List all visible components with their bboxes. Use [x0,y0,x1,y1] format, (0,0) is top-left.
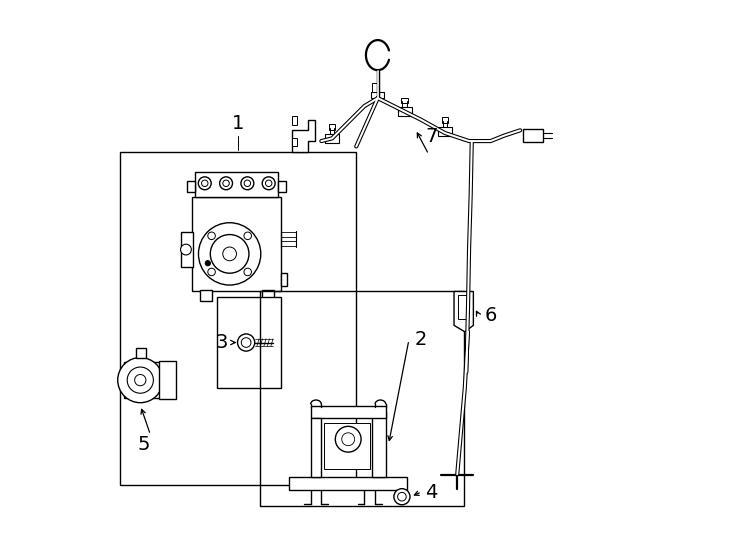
Bar [310,418,321,477]
Bar [136,348,145,357]
Bar [442,117,448,123]
Text: 2: 2 [415,330,427,349]
Bar [159,361,175,399]
Bar [398,107,412,116]
Text: 4: 4 [425,483,437,502]
Bar [187,181,195,192]
Circle shape [244,232,252,240]
Circle shape [205,260,211,266]
Circle shape [134,374,146,386]
Bar [372,413,386,477]
Bar [401,98,408,103]
Bar [278,181,286,192]
Circle shape [211,234,249,273]
Polygon shape [454,292,473,332]
Circle shape [223,180,229,186]
Circle shape [335,427,361,452]
Text: 7: 7 [425,127,437,146]
Circle shape [208,232,215,240]
Bar [289,477,407,490]
Bar [292,116,297,125]
Bar [292,138,297,146]
Circle shape [223,247,236,261]
Bar [262,291,274,301]
Circle shape [238,334,255,351]
Circle shape [342,433,355,446]
Bar [324,423,370,469]
Polygon shape [292,119,315,152]
Circle shape [266,180,272,186]
Bar [310,406,386,418]
Circle shape [181,244,192,255]
Bar [329,124,335,130]
Bar [195,172,278,198]
Bar [325,134,339,143]
Text: 5: 5 [138,435,150,454]
Bar [523,129,543,142]
Circle shape [241,338,251,347]
Bar [372,83,378,92]
Text: 6: 6 [484,306,497,325]
Bar [438,127,452,136]
Circle shape [262,177,275,190]
Bar [181,232,194,267]
Circle shape [208,268,215,276]
Circle shape [398,492,406,501]
Text: 3: 3 [216,333,228,352]
Bar [192,198,281,292]
Circle shape [244,180,250,186]
Bar [281,273,288,286]
Circle shape [198,177,211,190]
Bar [200,291,212,301]
Circle shape [219,177,233,190]
Circle shape [117,357,163,403]
Circle shape [127,367,153,393]
Bar [260,292,464,507]
Bar [217,297,281,388]
Bar [458,295,468,320]
Bar [371,92,384,98]
Circle shape [244,268,252,276]
Polygon shape [125,362,170,398]
Bar [120,152,356,485]
Text: 1: 1 [232,114,244,133]
Circle shape [202,180,208,186]
Circle shape [241,177,254,190]
Circle shape [394,489,410,505]
Circle shape [198,222,261,285]
